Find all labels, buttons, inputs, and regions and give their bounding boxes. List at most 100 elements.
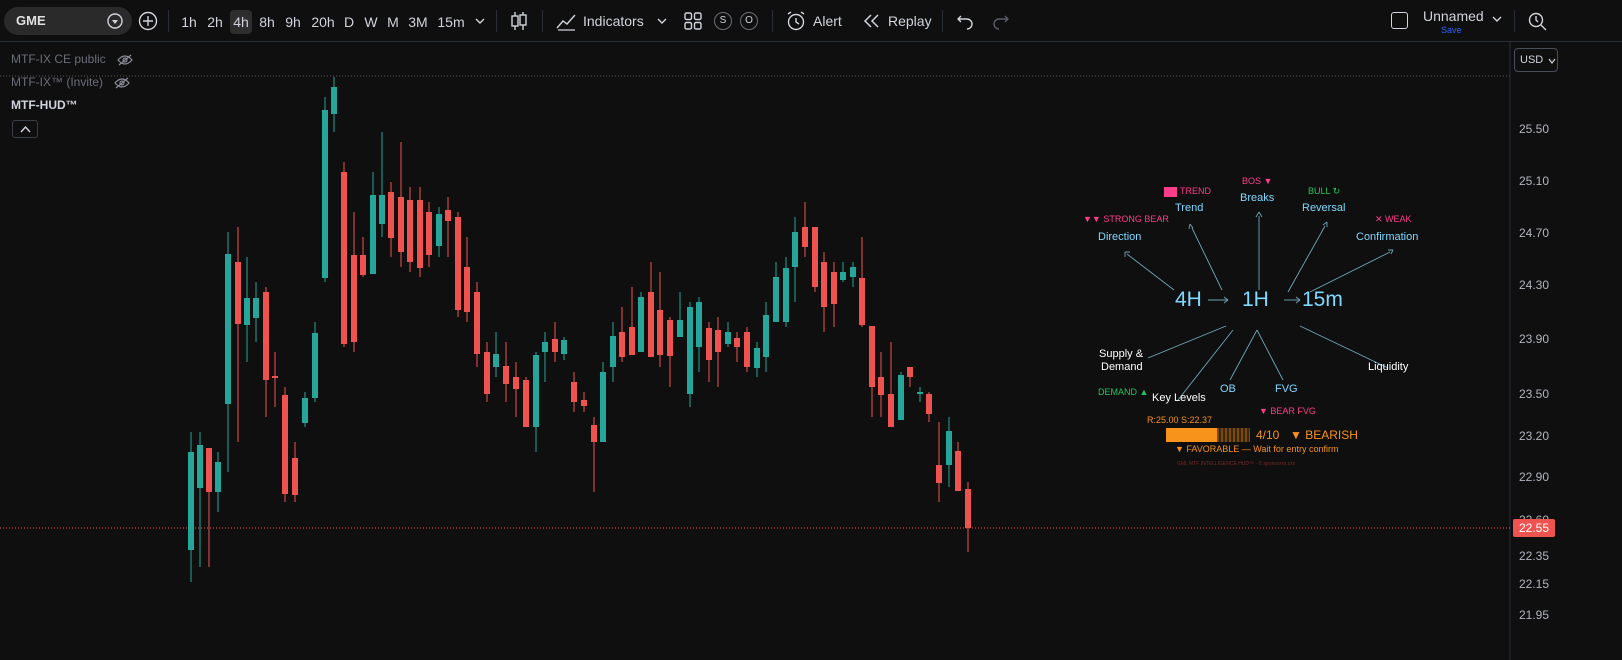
legend-item-mtf-ix-ce[interactable]: MTF-IX CE public — [11, 52, 133, 66]
tf-m[interactable]: M — [387, 14, 399, 30]
chevron-down-icon[interactable] — [656, 15, 668, 27]
hud-trend-tag: TREND — [1180, 186, 1211, 196]
candlestick-chart[interactable] — [0, 42, 1622, 660]
chart-area[interactable]: MTF-IX CE public MTF-IX™ (Invite) MTF-HU… — [0, 42, 1622, 660]
tf-2h[interactable]: 2h — [207, 14, 223, 30]
tf-9h[interactable]: 9h — [285, 14, 301, 30]
quick-search-icon[interactable] — [1526, 10, 1548, 32]
candle-body — [821, 262, 827, 307]
candle-body — [754, 348, 760, 368]
candle-body — [464, 267, 470, 312]
candle-body — [591, 425, 597, 442]
symbol-search[interactable]: GME — [4, 7, 132, 35]
candle-body — [398, 197, 404, 252]
hud-score-bar-fill — [1166, 428, 1217, 442]
candle-body — [667, 320, 673, 356]
chevron-down-icon[interactable] — [1491, 13, 1503, 25]
candle-body — [725, 332, 731, 344]
candle-body — [734, 338, 740, 347]
compare-icon[interactable] — [106, 12, 124, 30]
price-tick: 22.35 — [1519, 549, 1550, 563]
chevron-down-icon — [1548, 58, 1556, 64]
candle-body — [312, 333, 318, 398]
currency-selector[interactable]: USD — [1514, 48, 1558, 72]
redo-icon[interactable] — [992, 12, 1010, 30]
divider — [1514, 10, 1515, 32]
price-tick: 23.90 — [1519, 332, 1550, 346]
hud-tf-15m: 15m — [1302, 288, 1343, 311]
save-button[interactable]: Save — [1441, 25, 1462, 35]
tf-d[interactable]: D — [343, 14, 355, 30]
candle-body — [917, 392, 923, 394]
hud-trend-label: Trend — [1175, 202, 1204, 214]
candle-body — [263, 292, 269, 380]
candle-body — [744, 332, 750, 367]
candle-body — [619, 332, 625, 357]
candle-body — [638, 297, 644, 352]
hud-tf-1h: 1H — [1242, 288, 1269, 311]
candle-body — [677, 320, 683, 337]
candle-body — [552, 339, 558, 352]
divider — [942, 10, 943, 32]
eye-hidden-icon[interactable] — [114, 77, 131, 89]
legend-item-mtf-hud[interactable]: MTF-HUD™ — [11, 98, 78, 112]
undo-icon[interactable] — [956, 12, 974, 30]
candle-body — [657, 310, 663, 355]
legend-label: MTF-IX™ (Invite) — [11, 75, 103, 89]
hud-ob: OB — [1220, 383, 1236, 395]
tf-w[interactable]: W — [364, 14, 378, 30]
indicators-button[interactable]: Indicators — [583, 13, 644, 29]
divider — [496, 10, 497, 32]
candle-body — [322, 110, 328, 278]
tf-3m[interactable]: 3M — [408, 14, 428, 30]
candle-body — [783, 268, 789, 322]
candle-body — [936, 465, 942, 483]
layout-name[interactable]: Unnamed — [1423, 8, 1484, 24]
candle-body — [235, 262, 241, 324]
rewind-icon[interactable] — [862, 12, 882, 30]
top-toolbar: GME 1h 2h 4h 8h 9h 20h D W M 3M 15m Indi… — [0, 0, 1622, 42]
symbol-label: GME — [16, 13, 46, 28]
layouts-grid-icon[interactable] — [683, 11, 703, 31]
candle-body — [926, 394, 932, 414]
layout-checkbox[interactable] — [1391, 12, 1408, 29]
tf-1h[interactable]: 1h — [181, 14, 197, 30]
collapse-legend-button[interactable] — [12, 120, 38, 138]
legend-item-mtf-ix-invite[interactable]: MTF-IX™ (Invite) — [11, 75, 131, 89]
candle-body — [850, 267, 856, 277]
tf-20h[interactable]: 20h — [311, 14, 335, 30]
candle-body — [561, 340, 567, 354]
hud-breaks-tag: BOS ▼ — [1242, 176, 1273, 186]
currency-label: USD — [1520, 54, 1544, 66]
tf-15m[interactable]: 15m — [437, 14, 465, 30]
candle-body — [272, 376, 278, 378]
indicators-icon[interactable] — [555, 10, 577, 32]
tf-8h[interactable]: 8h — [259, 14, 275, 30]
o-button[interactable]: O — [740, 12, 758, 30]
alert-button[interactable]: Alert — [813, 13, 842, 29]
hud-score-bar-empty — [1217, 428, 1250, 442]
hud-fvg: FVG — [1275, 383, 1298, 395]
candle-body — [715, 330, 721, 352]
candle-body — [253, 298, 259, 318]
candle-body — [513, 377, 519, 389]
candle-body — [542, 342, 548, 352]
candle-style-icon[interactable] — [508, 10, 530, 32]
candle-body — [426, 212, 432, 255]
hud-key-levels: Key Levels — [1152, 392, 1206, 404]
candle-body — [888, 394, 894, 427]
chevron-down-icon[interactable] — [474, 15, 486, 27]
candle-body — [455, 217, 461, 310]
tf-4h[interactable]: 4h — [230, 10, 252, 34]
eye-hidden-icon[interactable] — [117, 54, 133, 66]
candle-body — [773, 277, 779, 322]
candle-body — [581, 400, 587, 406]
candle-body — [379, 195, 385, 224]
replay-button[interactable]: Replay — [888, 13, 932, 29]
s-button[interactable]: S — [714, 12, 732, 30]
alarm-clock-icon[interactable] — [785, 10, 807, 32]
candle-body — [696, 302, 702, 347]
hud-liquidity: Liquidity — [1368, 361, 1409, 373]
candle-body — [840, 272, 846, 280]
add-symbol-icon[interactable] — [138, 11, 158, 31]
